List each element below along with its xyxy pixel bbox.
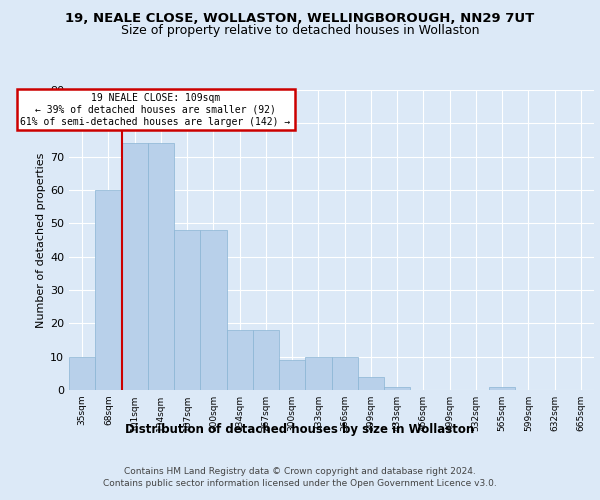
Text: Contains public sector information licensed under the Open Government Licence v3: Contains public sector information licen… [103,479,497,488]
Bar [331,356,358,390]
Bar [200,230,227,390]
Bar [148,144,174,390]
Text: Contains HM Land Registry data © Crown copyright and database right 2024.: Contains HM Land Registry data © Crown c… [124,468,476,476]
Bar [279,360,305,390]
Bar [489,386,515,390]
Bar [121,144,148,390]
Bar [358,376,384,390]
Text: 19, NEALE CLOSE, WOLLASTON, WELLINGBOROUGH, NN29 7UT: 19, NEALE CLOSE, WOLLASTON, WELLINGBOROU… [65,12,535,26]
Bar [253,330,279,390]
Bar [227,330,253,390]
Bar [95,190,121,390]
Text: Size of property relative to detached houses in Wollaston: Size of property relative to detached ho… [121,24,479,37]
Bar [69,356,95,390]
Y-axis label: Number of detached properties: Number of detached properties [36,152,46,328]
Bar [305,356,331,390]
Bar [174,230,200,390]
Text: Distribution of detached houses by size in Wollaston: Distribution of detached houses by size … [125,422,475,436]
Bar [384,386,410,390]
Text: 19 NEALE CLOSE: 109sqm
← 39% of detached houses are smaller (92)
61% of semi-det: 19 NEALE CLOSE: 109sqm ← 39% of detached… [20,94,291,126]
